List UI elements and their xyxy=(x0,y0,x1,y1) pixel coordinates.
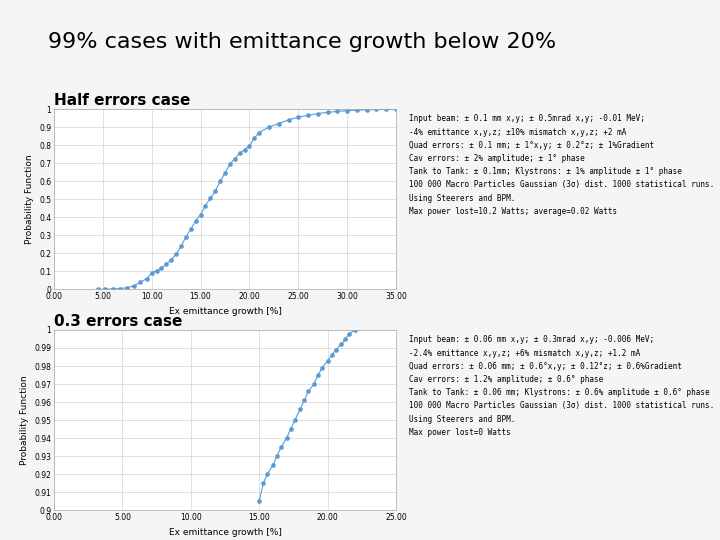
X-axis label: Ex emittance growth [%]: Ex emittance growth [%] xyxy=(168,307,282,316)
Text: Input beam: ± 0.1 mm x,y; ± 0.5mrad x,y; -0.01 MeV;
-4% emittance x,y,z; ±10% mi: Input beam: ± 0.1 mm x,y; ± 0.5mrad x,y;… xyxy=(410,114,715,216)
Text: Half errors case: Half errors case xyxy=(54,93,190,108)
Y-axis label: Probability Function: Probability Function xyxy=(24,154,34,244)
Text: 99% cases with emittance growth below 20%: 99% cases with emittance growth below 20… xyxy=(48,32,557,52)
X-axis label: Ex emittance growth [%]: Ex emittance growth [%] xyxy=(168,528,282,537)
Y-axis label: Probability Function: Probability Function xyxy=(19,375,29,465)
Text: Input beam: ± 0.06 mm x,y; ± 0.3mrad x,y; -0.006 MeV;
-2.4% emittance x,y,z; +6%: Input beam: ± 0.06 mm x,y; ± 0.3mrad x,y… xyxy=(410,335,715,437)
Text: 0.3 errors case: 0.3 errors case xyxy=(54,314,182,329)
